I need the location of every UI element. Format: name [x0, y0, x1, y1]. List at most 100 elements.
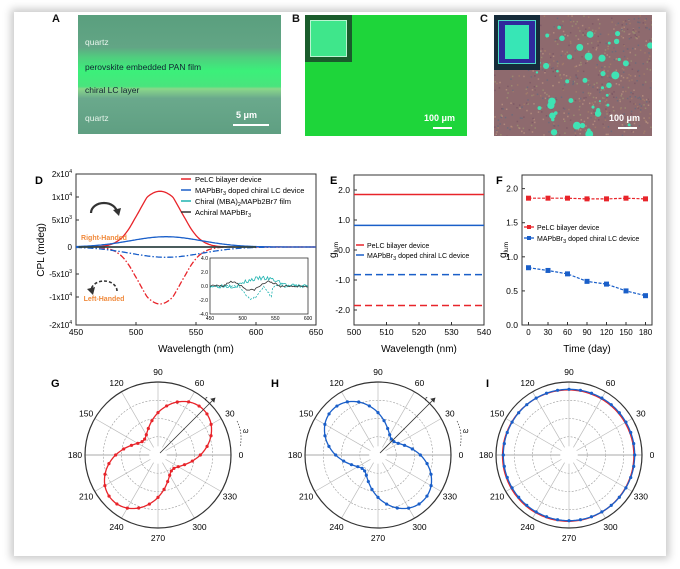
speckle-dot [525, 93, 528, 95]
speckle-dot [591, 29, 594, 32]
speckle-dot [583, 97, 585, 99]
speckle-dot [607, 133, 609, 136]
speckle-dot [529, 81, 531, 84]
speckle-dot [613, 114, 616, 116]
polar-data-point [150, 419, 154, 423]
speckle-dot [526, 86, 529, 88]
x-tick-label: 540 [477, 327, 491, 337]
fluorescent-spot [568, 98, 574, 103]
speckle-dot [540, 24, 542, 27]
polar-data-point [205, 412, 209, 416]
speckle-dot [542, 97, 544, 100]
speckle-dot [518, 104, 521, 106]
speckle-dot [634, 82, 636, 85]
polar-data-point [544, 515, 549, 519]
y-tick-label: -2x104 [49, 320, 72, 330]
speckle-dot [596, 82, 598, 84]
x-tick-label: 150 [619, 328, 633, 337]
speckle-dot [648, 101, 651, 103]
speckle-dot [599, 33, 602, 35]
speckle-dot [597, 119, 600, 121]
speckle-dot [506, 97, 509, 99]
speckle-dot [585, 62, 587, 65]
fluorescent-spot [622, 60, 629, 67]
speckle-dot [563, 84, 566, 86]
fluorescent-spot [566, 54, 573, 60]
fluorescent-spot [543, 62, 550, 70]
polar-angle-label: 240 [520, 522, 534, 532]
polar-angle-label: 0 [459, 450, 464, 460]
fluorescent-spot [565, 79, 570, 84]
speckle-dot [497, 125, 499, 127]
speckle-dot [499, 81, 501, 84]
speckle-dot [558, 110, 560, 113]
polar-data-point [389, 437, 393, 441]
data-point [526, 195, 531, 201]
speckle-dot [619, 100, 621, 103]
speckle-dot [569, 40, 572, 43]
speckle-dot [494, 74, 496, 76]
speckle-dot [523, 116, 525, 118]
speckle-dot [636, 106, 639, 108]
speckle-dot [542, 89, 544, 91]
speckle-dot [579, 97, 582, 100]
speckle-dot [533, 118, 535, 121]
speckle-dot [633, 18, 636, 20]
speckle-dot [582, 70, 585, 73]
speckle-dot [638, 96, 641, 99]
speckle-dot [561, 50, 564, 53]
speckle-dot [621, 24, 624, 26]
speckle-dot [563, 118, 565, 120]
speckle-dot [537, 78, 540, 80]
chart-f-ylabel: glum [498, 242, 510, 258]
polar-data-point [510, 420, 514, 424]
speckle-dot [639, 111, 642, 113]
speckle-dot [593, 32, 596, 34]
speckle-dot [553, 123, 555, 125]
speckle-dot [628, 80, 631, 82]
data-point [565, 195, 570, 201]
cross-section-micrograph: quartz perovskite embedded PAN film chir… [78, 15, 281, 134]
radius-label: r [425, 397, 428, 403]
speckle-dot [630, 97, 633, 100]
y-tick-label: 2.0 [506, 184, 518, 194]
speckle-dot [567, 115, 569, 118]
speckle-dot [603, 89, 605, 91]
polar-data-point [629, 475, 633, 480]
speckle-dot [579, 129, 582, 131]
speckle-dot [569, 76, 572, 78]
polar-data-point [182, 463, 187, 467]
device-photo-inset [305, 15, 352, 62]
y-tick-label: 2x104 [52, 169, 72, 179]
speckle-dot [523, 103, 525, 106]
speckle-dot [600, 89, 602, 92]
legend-entry: PeLC bilayer device [537, 225, 599, 232]
speckle-dot [559, 74, 561, 77]
speckle-dot [510, 125, 512, 128]
speckle-dot [510, 78, 512, 80]
polar-data-point [168, 473, 172, 477]
fluorescence-micrograph-c: 100 μm [494, 15, 652, 136]
speckle-dot [530, 112, 532, 115]
polar-data-point [176, 465, 180, 469]
speckle-dot [633, 32, 636, 34]
speckle-dot [583, 15, 585, 17]
speckle-dot [644, 52, 646, 54]
speckle-dot [608, 56, 611, 58]
speckle-dot [631, 130, 633, 133]
speckle-dot [556, 17, 559, 20]
fluorescent-spot [549, 112, 556, 119]
speckle-dot [629, 100, 631, 103]
speckle-dot [555, 97, 557, 99]
speckle-dot [495, 135, 498, 136]
legend-entry: PeLC bilayer device [367, 243, 429, 250]
speckle-dot [591, 102, 594, 104]
polar-chart-g: 0 30 60 90 120 150 180 210 240 270 300 330 r ω [68, 367, 249, 543]
polar-data-point [525, 503, 529, 507]
x-tick-label: 510 [379, 327, 393, 337]
speckle-dot [618, 83, 620, 86]
speckle-dot [552, 53, 554, 55]
speckle-dot [621, 29, 624, 32]
speckle-dot [650, 38, 652, 40]
polar-data-point [187, 400, 191, 404]
